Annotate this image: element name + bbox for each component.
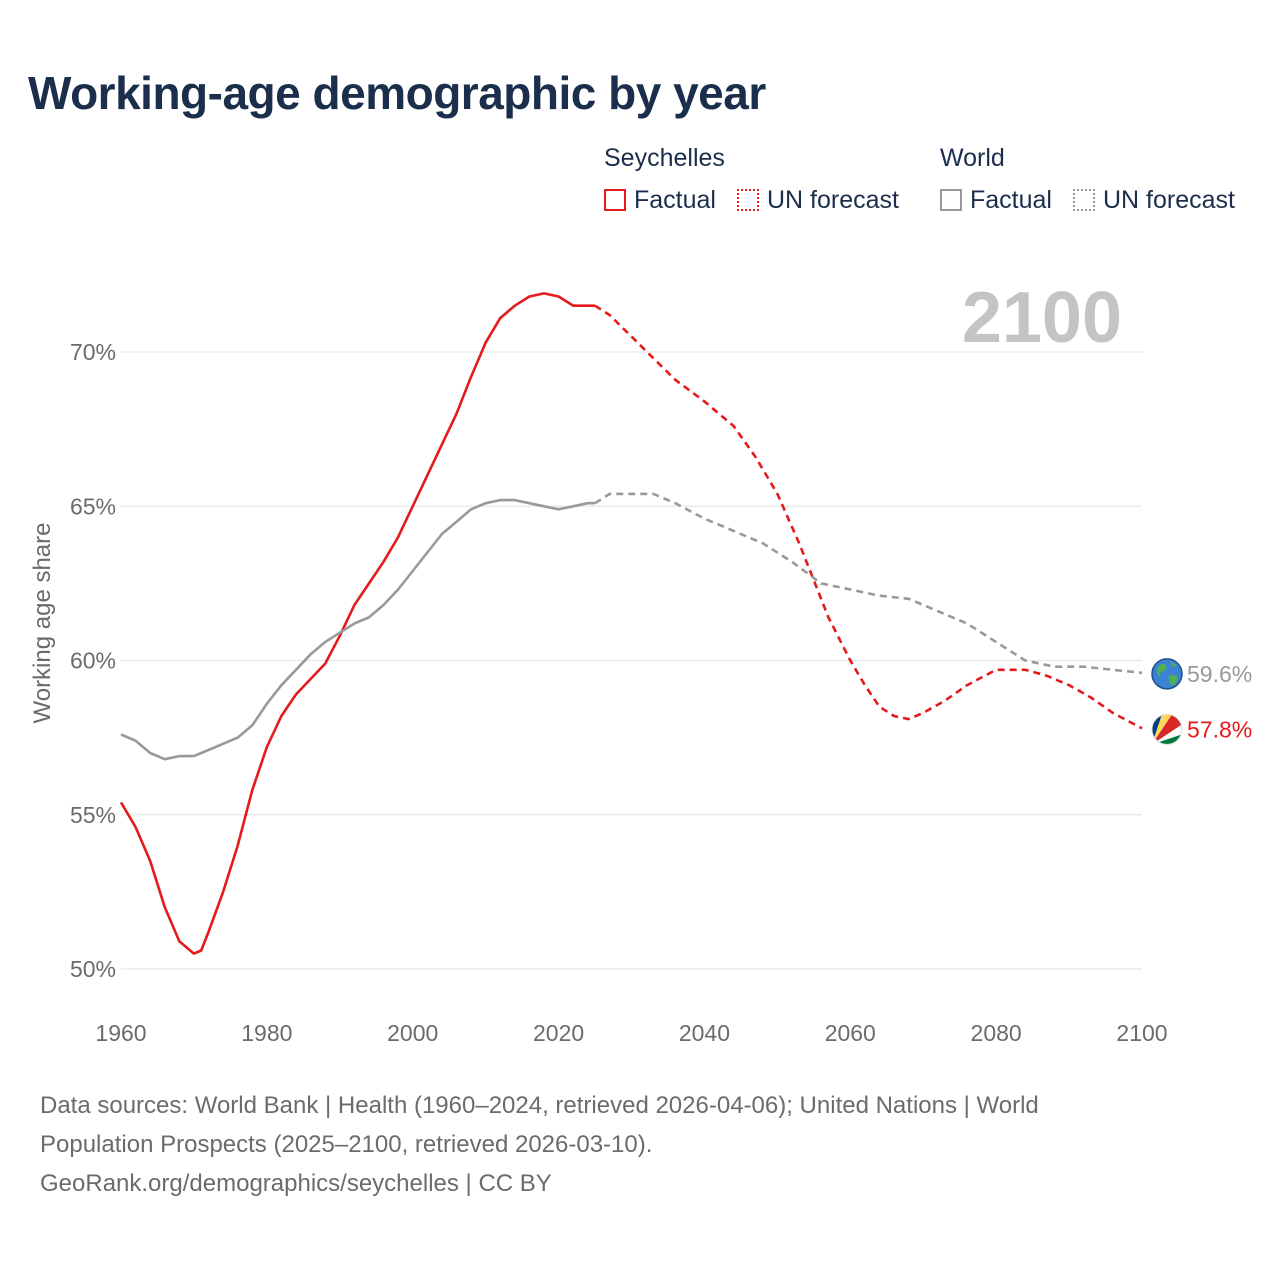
y-axis-ticks: 50% 55% 60% 65% 70% xyxy=(70,339,116,982)
data-sources: Data sources: World Bank | Health (1960–… xyxy=(40,1086,1220,1203)
gridlines xyxy=(121,351,1142,970)
line-chart: 2100 Working age share 50% 55% 60% 65% 70% 1… xyxy=(29,278,1252,1046)
legend-label: Factual xyxy=(634,185,716,214)
x-tick-label-2020: 2020 xyxy=(533,1020,584,1046)
x-tick-label-2080: 2080 xyxy=(971,1020,1022,1046)
legend-group-world: World xyxy=(940,144,1005,172)
seychelles-factual-line xyxy=(119,292,595,955)
x-tick-label-2040: 2040 xyxy=(679,1020,730,1046)
sources-line-1: Data sources: World Bank | Health (1960–… xyxy=(40,1092,1039,1119)
x-tick-label-1980: 1980 xyxy=(241,1020,292,1046)
world-factual-line xyxy=(120,498,595,761)
legend-swatch-solid-red-icon xyxy=(604,189,626,211)
series-lines xyxy=(119,292,1143,955)
legend-group-seychelles: Seychelles xyxy=(604,144,725,172)
world-end-label: 59.6% xyxy=(1187,661,1252,687)
end-labels: 57.8% 59.6% xyxy=(1151,658,1252,745)
legend-swatch-solid-gray-icon xyxy=(940,189,962,211)
legend-swatch-dotted-gray-icon xyxy=(1073,189,1095,211)
x-tick-label-2100: 2100 xyxy=(1116,1020,1167,1046)
sources-line-2: Population Prospects (2025–2100, retriev… xyxy=(40,1131,653,1158)
legend-swatch-dotted-red-icon xyxy=(737,189,759,211)
sources-line-3[interactable]: GeoRank.org/demographics/seychelles | CC… xyxy=(40,1170,552,1197)
seychelles-end-label: 57.8% xyxy=(1187,716,1252,742)
y-tick-label-50: 50% xyxy=(70,956,116,982)
y-tick-label-65: 65% xyxy=(70,493,116,519)
legend-label: Factual xyxy=(970,185,1052,214)
x-tick-label-2000: 2000 xyxy=(387,1020,438,1046)
legend-label: UN forecast xyxy=(767,185,899,214)
y-axis-title: Working age share xyxy=(29,523,56,724)
chart-title: Working-age demographic by year xyxy=(28,67,766,119)
legend-item-world-factual[interactable]: Factual xyxy=(940,184,1052,216)
legend-item-seychelles-factual[interactable]: Factual xyxy=(604,184,716,216)
world-forecast-line xyxy=(594,492,1143,675)
x-tick-label-1960: 1960 xyxy=(95,1020,146,1046)
legend-item-world-forecast[interactable]: UN forecast xyxy=(1073,184,1235,216)
y-tick-label-60: 60% xyxy=(70,648,116,674)
seychelles-flag-icon xyxy=(1151,713,1183,745)
x-tick-label-2060: 2060 xyxy=(825,1020,876,1046)
y-tick-label-70: 70% xyxy=(70,339,116,365)
globe-icon xyxy=(1151,658,1183,690)
y-tick-label-55: 55% xyxy=(70,802,116,828)
x-axis-ticks: 1960 1980 2000 2020 2040 2060 2080 2100 xyxy=(95,1020,1167,1046)
legend-item-seychelles-forecast[interactable]: UN forecast xyxy=(737,184,899,216)
year-label: 2100 xyxy=(962,278,1122,358)
legend-label: UN forecast xyxy=(1103,185,1235,214)
seychelles-forecast-line xyxy=(594,304,1143,730)
